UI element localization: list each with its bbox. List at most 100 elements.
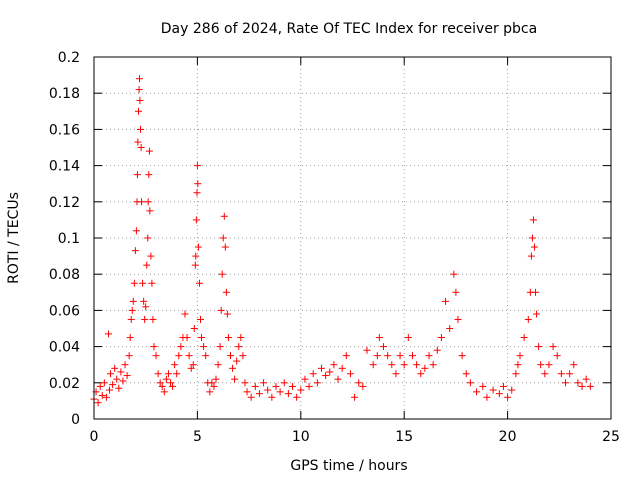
data-point: [537, 361, 545, 369]
data-point: [128, 306, 136, 314]
data-point: [264, 386, 272, 394]
data-point: [192, 252, 200, 260]
data-point: [100, 379, 108, 387]
data-point: [154, 370, 162, 378]
x-tick-label: 0: [90, 429, 99, 445]
data-point: [326, 368, 334, 376]
data-point: [185, 352, 193, 360]
x-tick-label: 15: [395, 429, 413, 445]
data-point: [192, 216, 200, 224]
data-point: [183, 334, 191, 342]
data-point: [454, 315, 462, 323]
y-tick-label: 0.16: [49, 122, 80, 138]
data-point: [152, 352, 160, 360]
data-point: [141, 315, 149, 323]
data-point: [143, 261, 151, 269]
data-point: [566, 370, 574, 378]
data-point: [380, 343, 388, 351]
data-point: [516, 352, 524, 360]
data-point: [200, 343, 208, 351]
data-point: [512, 370, 520, 378]
data-point: [334, 375, 342, 383]
data-point: [94, 399, 102, 407]
data-point: [158, 382, 166, 390]
data-point: [557, 370, 565, 378]
data-point: [408, 352, 416, 360]
data-point: [301, 375, 309, 383]
data-point: [545, 361, 553, 369]
data-point: [104, 330, 112, 338]
data-point: [384, 352, 392, 360]
data-point: [132, 227, 140, 235]
plot-frame: [93, 56, 612, 420]
data-point: [508, 386, 516, 394]
data-point: [198, 334, 206, 342]
data-point: [363, 346, 371, 354]
data-point: [268, 393, 276, 401]
data-point: [388, 361, 396, 369]
x-tick-label: 10: [292, 429, 310, 445]
data-point: [272, 382, 280, 390]
data-point: [466, 379, 474, 387]
data-point: [535, 343, 543, 351]
data-point: [231, 375, 239, 383]
data-point: [119, 377, 127, 385]
data-point: [134, 107, 142, 115]
data-point: [446, 325, 454, 332]
y-axis-label: ROTI / TECUs: [6, 192, 22, 284]
data-point: [135, 86, 143, 94]
data-point: [189, 361, 197, 369]
data-point: [260, 379, 268, 387]
data-point: [136, 96, 144, 104]
data-point: [562, 379, 570, 387]
data-point: [208, 379, 216, 387]
y-tick-label: 0.18: [49, 86, 80, 102]
data-point: [140, 297, 148, 305]
data-point: [483, 393, 491, 401]
data-point: [528, 234, 536, 242]
data-point: [504, 393, 512, 401]
data-point: [193, 162, 201, 170]
data-point: [194, 243, 202, 251]
data-point: [171, 361, 179, 369]
data-point: [175, 352, 183, 360]
data-point: [241, 379, 249, 387]
x-tick-labels: 0 5 10 15 20 25: [90, 429, 620, 445]
data-point: [145, 171, 153, 179]
data-point: [489, 386, 497, 394]
data-point: [375, 334, 383, 342]
data-point: [442, 297, 450, 305]
data-point: [570, 361, 578, 369]
data-point: [144, 234, 152, 242]
data-point: [293, 393, 301, 401]
data-point: [338, 364, 346, 372]
data-point: [181, 310, 189, 318]
data-point: [98, 391, 106, 399]
data-point: [553, 352, 561, 360]
data-point: [255, 390, 263, 398]
data-point: [138, 198, 146, 206]
data-point: [479, 382, 487, 390]
data-point: [115, 384, 123, 392]
data-point: [190, 325, 198, 332]
x-tick-label: 20: [499, 429, 517, 445]
data-point: [237, 334, 245, 342]
data-point: [458, 352, 466, 360]
data-point: [123, 372, 131, 380]
data-point: [226, 352, 234, 360]
y-tick-labels: 0 0.02 0.04 0.06 0.08 0.1 0.12 0.14 0.16 0.18 0.2: [49, 50, 80, 428]
data-point: [247, 393, 255, 401]
data-point: [404, 334, 412, 342]
data-point: [139, 279, 147, 287]
data-point: [549, 343, 557, 351]
data-point: [113, 375, 121, 383]
data-points: [90, 75, 594, 407]
data-point: [527, 252, 535, 260]
data-point: [322, 372, 330, 380]
y-tick-label: 0.04: [49, 340, 80, 356]
data-point: [499, 382, 507, 390]
data-point: [450, 270, 458, 278]
data-point: [289, 382, 297, 390]
data-point: [222, 288, 230, 296]
